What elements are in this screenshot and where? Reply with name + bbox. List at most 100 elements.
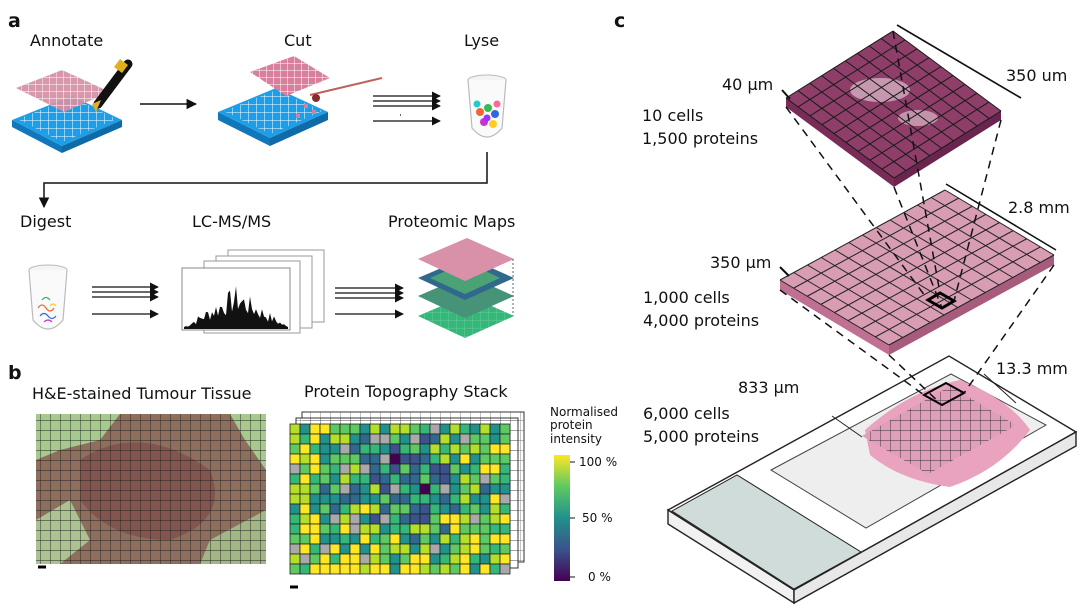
heatmap-cell [459,453,471,465]
arrows-lcms-maps [335,283,404,319]
heatmap-cell [359,543,371,555]
heatmap-cell [419,443,431,455]
heatmap-cell [359,423,371,435]
heatmap-cell [489,523,501,535]
heatmap-cell [289,553,301,565]
heatmap-cell [319,563,331,575]
heatmap-cell [479,553,491,565]
heatmap-cell [399,513,411,525]
heatmap-cell [479,463,491,475]
heatmap-cell [419,513,431,525]
heatmap-cell [369,453,381,465]
heatmap-cell [299,563,311,575]
heatmap-cell [469,563,481,575]
heatmap-cell [389,433,401,445]
heatmap-cell [489,563,501,575]
step-digest-label: Digest [20,212,72,231]
heatmap-cell [439,493,451,505]
heatmap-cell [489,533,501,545]
heatmap-cell [379,493,391,505]
heatmap-cell [399,523,411,535]
heatmap-cell [369,533,381,545]
heatmap-cell [499,493,511,505]
heatmap-cell [289,533,301,545]
slide-width-label: 13.3 mm [996,359,1068,378]
heatmap-cell [459,423,471,435]
heatmap-cell [299,423,311,435]
heatmap-cell [469,463,481,475]
heatmap-cell [359,463,371,475]
heatmap-cell [359,553,371,565]
heatmap-cell [369,543,381,555]
heatmap-cell [449,523,461,535]
heatmap-cell [469,503,481,515]
heatmap-cell [309,463,321,475]
heatmap-cell [359,513,371,525]
heatmap-cell [389,463,401,475]
heatmap-cell [429,483,441,495]
heatmap-cell [419,473,431,485]
proteomic-maps-stack [418,238,514,338]
heatmap-cell [469,553,481,565]
heatmap-cell [319,433,331,445]
heatmap-cell [409,423,421,435]
heatmap-cell [359,443,371,455]
heatmap-cell [299,503,311,515]
heatmap-cell [399,553,411,565]
panel-c-label: c [614,10,626,32]
top-tile [781,24,1022,187]
heatmap-cell [419,523,431,535]
heatmap-cell [429,543,441,555]
heatmap-cell [289,443,301,455]
heatmap-cell [299,453,311,465]
heatmap-cell [449,433,461,445]
step-cut-label: Cut [284,31,312,50]
heatmap-cell [449,423,461,435]
heatmap-cell [319,533,331,545]
heatmap-cell [319,553,331,565]
heatmap-cell [459,483,471,495]
top-width-label: 350 um [1006,66,1068,85]
heatmap-cell [309,563,321,575]
heatmap-cell [299,523,311,535]
heatmap-cell [419,433,431,445]
heatmap-cell [439,433,451,445]
heatmap-cell [359,433,371,445]
heatmap-cell [499,543,511,555]
heatmap-cell [369,473,381,485]
heatmap-cell [429,563,441,575]
heatmap-cell [309,523,321,535]
heatmap-cell [379,443,391,455]
heatmap-cell [309,453,321,465]
heatmap-cell [329,543,341,555]
heatmap-cell [419,493,431,505]
heatmap-cell [419,543,431,555]
heatmap-cell [289,453,301,465]
heatmap-cell [329,473,341,485]
heatmap-cell [369,523,381,535]
heatmap-cell [489,503,501,515]
heatmap-cell [409,493,421,505]
heatmap-cell [429,523,441,535]
heatmap-cell [349,523,361,535]
digest-tube-icon [28,264,68,330]
step-lcms-label: LC-MS/MS [192,212,272,231]
heatmap-cell [409,543,421,555]
heatmap-cell [299,443,311,455]
he-tissue-grid [36,414,266,569]
heatmap-cell [439,443,451,455]
heatmap-cell [379,433,391,445]
heatmap-cell [499,533,511,545]
heatmap-cell [489,483,501,495]
heatmap-cell [489,463,501,475]
heatmap-cell [459,543,471,555]
heatmap-cell [419,453,431,465]
heatmap-cell [409,483,421,495]
colorbar-tick-0: 0 % [588,570,611,584]
heatmap-cell [349,483,361,495]
glass-slide [666,355,1078,605]
heatmap-cell [399,503,411,515]
heatmap-cell [339,463,351,475]
heatmap-cell [459,473,471,485]
heatmap-cell [289,463,301,475]
